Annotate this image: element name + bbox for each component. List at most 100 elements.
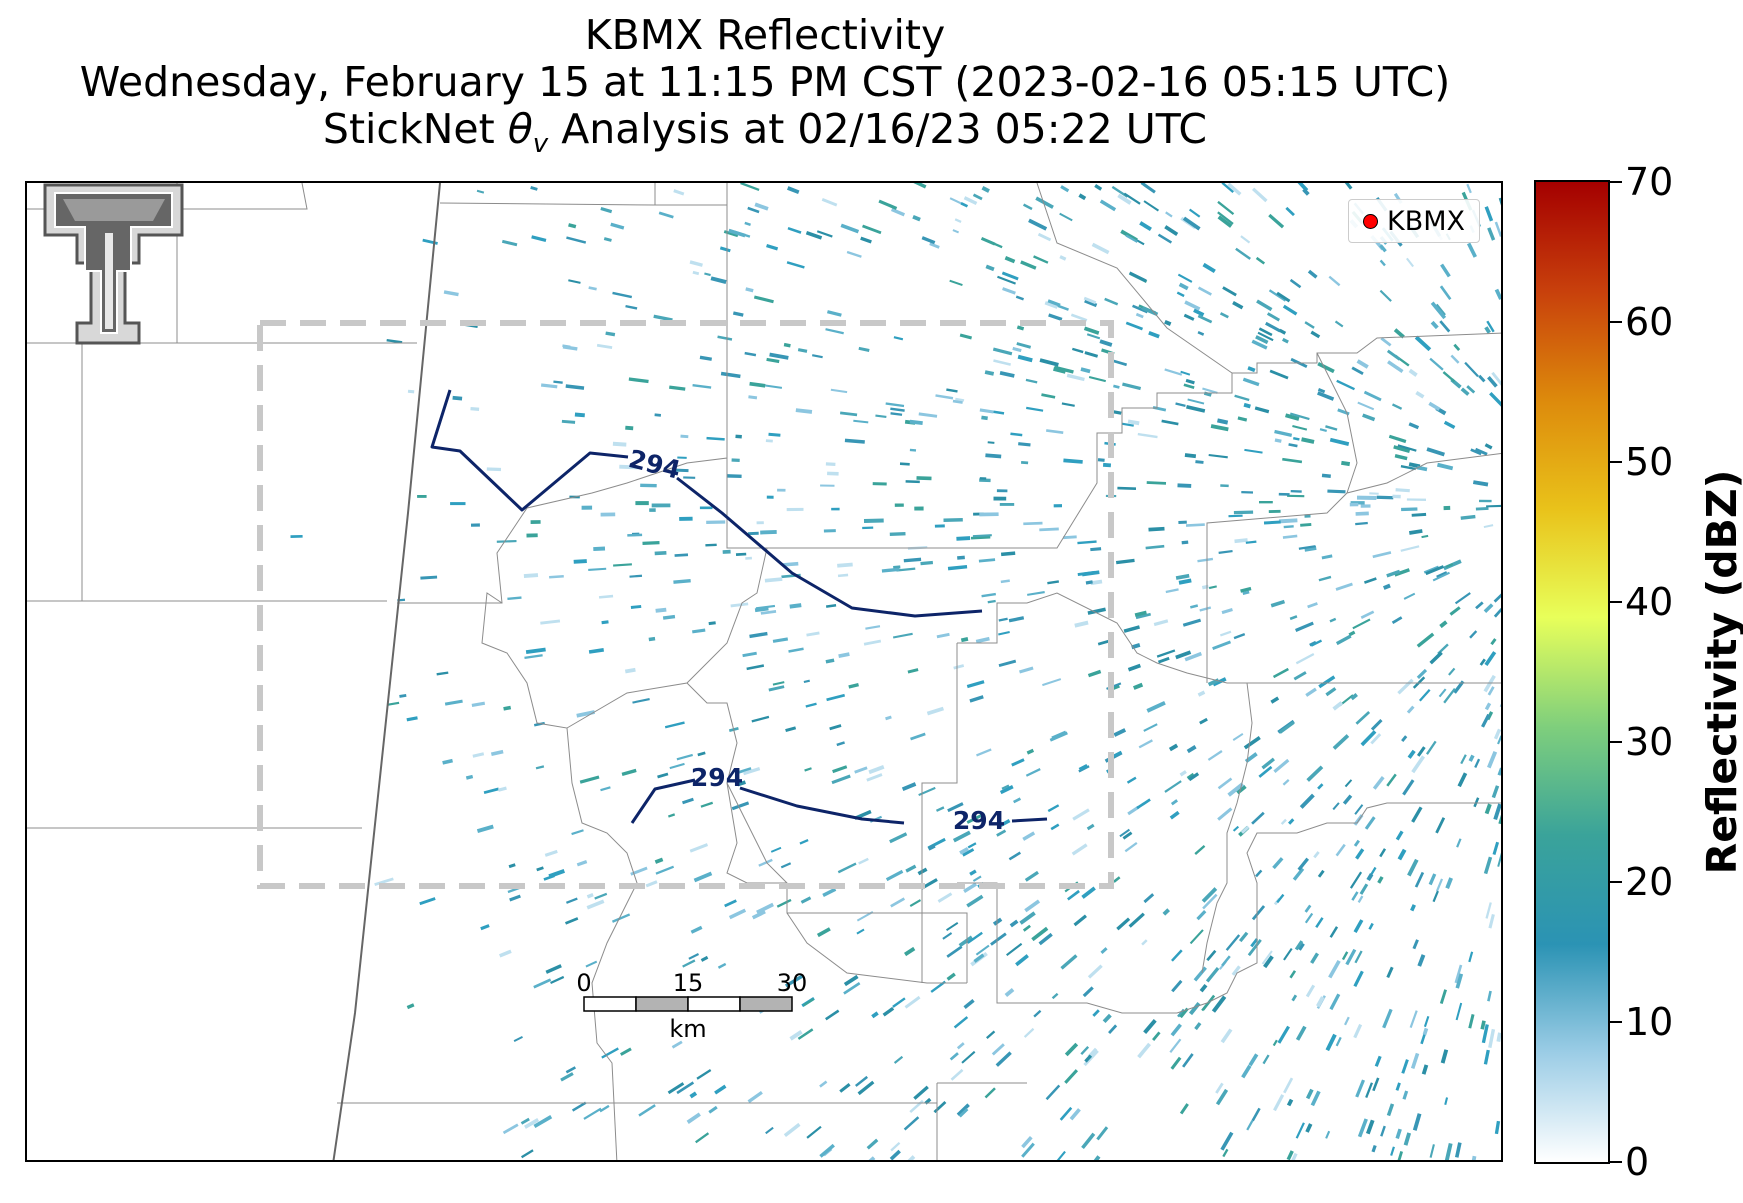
echo-gate bbox=[743, 767, 761, 776]
echo-gate bbox=[1298, 545, 1316, 550]
echo-gate bbox=[979, 477, 987, 480]
echo-gate bbox=[692, 384, 712, 389]
echo-gate bbox=[1015, 954, 1029, 967]
echo-gate bbox=[754, 202, 769, 211]
echo-gate bbox=[748, 395, 758, 400]
echo-gate bbox=[1328, 275, 1341, 287]
echo-gate bbox=[470, 406, 480, 411]
echo-gate bbox=[949, 197, 965, 206]
echo-gate bbox=[1289, 615, 1298, 621]
echo-gate bbox=[1496, 1032, 1501, 1042]
echo-gate bbox=[1137, 432, 1158, 439]
echo-gate bbox=[1498, 197, 1501, 216]
radar-map[interactable]: 294 294 294 0 15 30 km KBMX bbox=[25, 181, 1503, 1162]
echo-gate bbox=[1416, 632, 1435, 648]
colorbar-tick bbox=[1610, 181, 1622, 183]
echo-gate bbox=[1022, 831, 1036, 841]
echo-gate bbox=[1182, 216, 1201, 231]
echo-gate bbox=[1185, 523, 1205, 527]
echo-gate bbox=[1497, 767, 1501, 776]
echo-gate bbox=[1410, 1052, 1420, 1069]
echo-gate bbox=[1438, 688, 1447, 698]
echo-gate bbox=[1445, 563, 1454, 568]
echo-gate bbox=[1268, 509, 1281, 514]
echo-gate bbox=[1487, 990, 1492, 1002]
echo-gate bbox=[1453, 343, 1461, 351]
echo-gate bbox=[1117, 486, 1137, 490]
echo-gate bbox=[1272, 667, 1289, 679]
echo-gate bbox=[1211, 995, 1227, 1013]
echo-gate bbox=[1082, 986, 1094, 998]
echo-gate bbox=[540, 619, 561, 625]
echo-gate bbox=[1060, 954, 1078, 970]
echo-gate bbox=[1305, 1088, 1314, 1100]
echo-gate bbox=[568, 279, 581, 284]
echo-gate bbox=[1401, 735, 1408, 742]
echo-gate bbox=[1026, 406, 1044, 412]
echo-gate bbox=[1212, 677, 1227, 687]
echo-gate bbox=[1488, 914, 1495, 929]
echo-gate bbox=[917, 867, 928, 876]
echo-gate bbox=[1113, 876, 1121, 883]
echo-gate bbox=[744, 351, 757, 357]
echo-gate bbox=[1366, 873, 1374, 882]
echo-gate bbox=[1392, 494, 1401, 499]
echo-gate bbox=[1186, 745, 1197, 754]
echo-gate bbox=[1221, 955, 1231, 967]
echo-gate bbox=[1478, 499, 1492, 503]
echo-gate bbox=[836, 741, 845, 747]
echo-gate bbox=[1018, 442, 1031, 447]
echo-gate bbox=[1354, 804, 1364, 815]
echo-gate bbox=[1480, 1020, 1486, 1030]
ttu-logo-facet bbox=[63, 199, 165, 221]
echo-gate bbox=[1494, 1120, 1501, 1135]
echo-gate bbox=[831, 774, 851, 785]
echo-gate bbox=[1179, 1103, 1189, 1115]
echo-gate bbox=[610, 222, 625, 230]
echo-gate bbox=[1329, 437, 1350, 446]
echo-gate bbox=[562, 344, 571, 349]
echo-gate bbox=[1400, 545, 1420, 552]
echo-gate bbox=[1335, 843, 1346, 857]
echo-gate bbox=[1318, 575, 1332, 582]
echo-gate bbox=[837, 862, 857, 874]
echo-gate bbox=[756, 902, 774, 915]
echo-gate bbox=[1250, 938, 1259, 948]
ttu-logo-stem bbox=[105, 233, 113, 329]
echo-gate bbox=[1464, 361, 1479, 378]
colorbar-tick bbox=[1610, 741, 1622, 743]
echo-gate bbox=[1329, 926, 1339, 938]
echo-gate bbox=[1183, 313, 1195, 321]
echo-gate bbox=[1180, 370, 1191, 376]
echo-gate bbox=[1217, 200, 1235, 216]
echo-gate bbox=[1357, 895, 1364, 903]
echo-gate bbox=[769, 352, 789, 360]
echo-gate bbox=[1025, 378, 1038, 384]
echo-gate bbox=[1453, 680, 1465, 694]
contour-294-south bbox=[630, 778, 696, 824]
echo-gate bbox=[586, 892, 594, 899]
echo-gate bbox=[1379, 289, 1392, 302]
echo-gate bbox=[571, 1101, 587, 1112]
echo-gate bbox=[893, 1055, 904, 1064]
echo-gate bbox=[1307, 269, 1318, 279]
echo-gate bbox=[1143, 200, 1159, 212]
echo-gate bbox=[420, 575, 438, 580]
echo-gate bbox=[1316, 996, 1325, 1008]
echo-gate bbox=[1000, 579, 1010, 584]
echo-gate bbox=[1217, 418, 1229, 425]
echo-gate bbox=[628, 377, 649, 384]
echo-gate bbox=[823, 529, 836, 533]
echo-gate bbox=[816, 230, 833, 238]
echo-gate bbox=[1236, 784, 1247, 795]
echo-gate bbox=[1183, 383, 1195, 390]
echo-gate bbox=[1228, 514, 1243, 518]
echo-gate bbox=[1406, 498, 1427, 501]
echo-gate bbox=[503, 705, 512, 711]
echo-gate bbox=[1402, 1090, 1409, 1100]
title-analysis-suffix: Analysis at 02/16/23 05:22 UTC bbox=[548, 105, 1208, 153]
echo-gate bbox=[896, 567, 916, 572]
echo-gate bbox=[1231, 965, 1241, 976]
echo-gate bbox=[1304, 321, 1315, 329]
echo-gate bbox=[1449, 606, 1461, 616]
